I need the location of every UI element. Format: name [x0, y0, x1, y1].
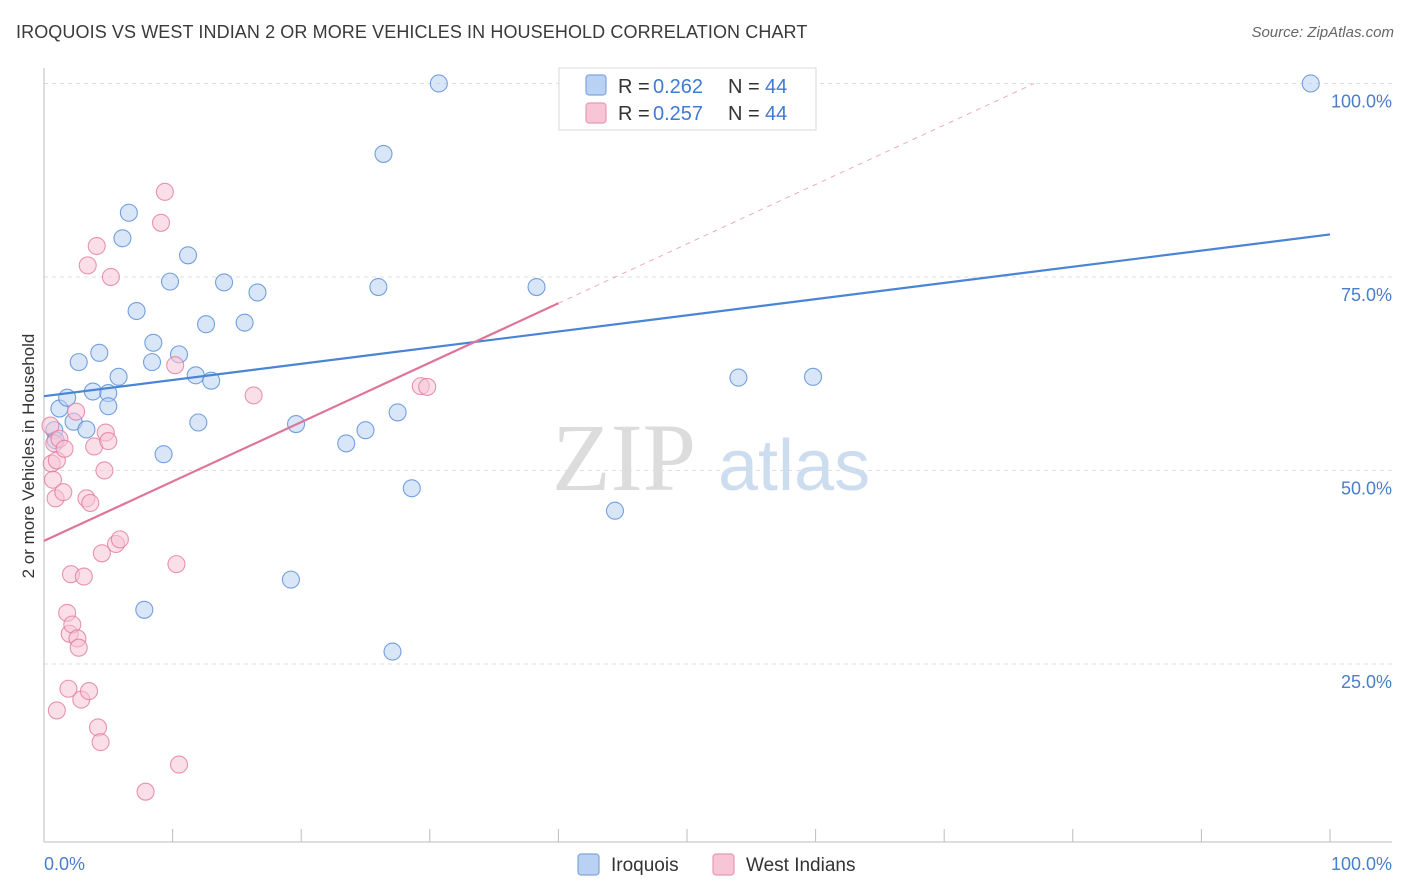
- point-west-indians: [151, 213, 171, 232]
- legend-n-label-iroquois: N =: [728, 76, 760, 98]
- point-west-indians: [244, 386, 263, 405]
- point-iroquois: [605, 501, 625, 520]
- point-iroquois: [154, 445, 173, 464]
- point-west-indians: [136, 782, 155, 801]
- point-west-indians: [67, 402, 86, 421]
- bottom-legend-swatch-west-indians: [712, 853, 735, 876]
- point-west-indians: [47, 701, 66, 720]
- y-tick-labels: 25.0% 50.0% 75.0% 100.0%: [1331, 91, 1392, 692]
- watermark-atlas: atlas: [718, 426, 870, 506]
- point-iroquois: [127, 301, 146, 321]
- point-iroquois: [109, 367, 128, 386]
- point-iroquois: [135, 600, 154, 619]
- point-west-indians: [87, 236, 106, 256]
- point-west-indians: [110, 530, 129, 549]
- point-west-indians: [74, 567, 93, 586]
- legend-swatch-iroquois: [585, 74, 607, 96]
- point-west-indians: [95, 461, 114, 480]
- legend: R = 0.262 N = 44 R = 0.257 N = 44: [558, 67, 817, 131]
- point-west-indians: [79, 682, 99, 701]
- legend-r-label-iroquois: R =: [618, 76, 650, 98]
- point-west-indians: [55, 439, 74, 458]
- point-iroquois: [402, 479, 421, 498]
- point-west-indians: [101, 267, 120, 287]
- point-iroquois: [90, 343, 109, 362]
- y-tick-label: 50.0%: [1341, 478, 1392, 498]
- trend-line-1: [43, 302, 559, 542]
- point-iroquois: [160, 272, 180, 291]
- grid-lines: [44, 82, 1392, 665]
- axes: [43, 68, 1392, 843]
- point-west-indians: [59, 679, 78, 698]
- point-iroquois: [69, 353, 88, 372]
- watermark: ZIP atlas: [552, 404, 870, 511]
- bottom-legend-label-iroquois: Iroquois: [611, 855, 679, 876]
- point-iroquois: [374, 144, 393, 163]
- point-west-indians: [88, 718, 108, 737]
- point-iroquois: [113, 229, 132, 248]
- chart-title: IROQUOIS VS WEST INDIAN 2 OR MORE VEHICL…: [16, 22, 808, 42]
- y-tick-label: 75.0%: [1341, 285, 1392, 305]
- point-iroquois: [119, 203, 138, 222]
- y-tick-label: 25.0%: [1341, 672, 1392, 692]
- point-west-indians: [418, 377, 437, 396]
- x-tick-label-min: 0.0%: [44, 854, 85, 874]
- bottom-legend-label-west-indians: West Indians: [746, 855, 855, 876]
- point-west-indians: [78, 256, 97, 275]
- point-west-indians: [166, 356, 185, 375]
- bottom-legend-swatch-iroquois: [577, 853, 600, 876]
- y-tick-label: 100.0%: [1331, 91, 1392, 111]
- source-credit: Source: ZipAtlas.com: [1251, 24, 1394, 41]
- y-axis-label: 2 or more Vehicles in Household: [19, 334, 38, 579]
- point-iroquois: [729, 368, 748, 387]
- point-iroquois: [527, 277, 546, 297]
- watermark-zip: ZIP: [552, 404, 696, 511]
- legend-n-label-west-indians: N =: [728, 103, 760, 125]
- point-west-indians: [43, 470, 63, 489]
- point-iroquois: [383, 642, 402, 661]
- legend-r-value-west-indians: 0.257: [653, 103, 703, 125]
- point-iroquois: [196, 315, 216, 334]
- point-west-indians: [155, 182, 174, 201]
- point-iroquois: [235, 313, 254, 332]
- point-iroquois: [803, 367, 823, 386]
- trend-line-0: [43, 233, 1331, 398]
- point-iroquois: [356, 421, 375, 440]
- legend-n-value-iroquois: 44: [765, 76, 787, 98]
- point-west-indians: [81, 493, 100, 513]
- point-west-indians: [54, 483, 73, 502]
- point-iroquois: [1301, 74, 1320, 93]
- legend-r-value-iroquois: 0.262: [653, 76, 703, 98]
- bottom-legend: Iroquois West Indians: [577, 853, 855, 876]
- point-iroquois: [369, 277, 388, 297]
- point-west-indians: [91, 733, 110, 752]
- point-iroquois: [189, 413, 208, 432]
- point-iroquois: [142, 353, 162, 372]
- point-iroquois: [144, 333, 163, 352]
- point-west-indians: [92, 544, 111, 563]
- point-iroquois: [388, 403, 407, 422]
- point-iroquois: [281, 570, 300, 589]
- legend-r-label-west-indians: R =: [618, 103, 650, 125]
- point-iroquois: [77, 420, 96, 439]
- legend-swatch-west-indians: [585, 102, 607, 124]
- point-west-indians: [169, 755, 189, 774]
- point-iroquois: [214, 273, 234, 292]
- legend-n-value-west-indians: 44: [765, 103, 787, 125]
- point-west-indians: [41, 416, 60, 435]
- x-tick-label-max: 100.0%: [1331, 854, 1392, 874]
- data-points: [41, 74, 1331, 801]
- trend-extension-1: [558, 83, 1035, 304]
- point-west-indians: [99, 432, 118, 451]
- point-west-indians: [69, 638, 88, 657]
- point-iroquois: [248, 283, 267, 302]
- point-iroquois: [429, 74, 448, 93]
- point-west-indians: [167, 555, 186, 574]
- point-iroquois: [178, 246, 198, 265]
- trend-lines: [558, 83, 1035, 304]
- point-iroquois: [99, 397, 118, 416]
- x-ticks: [172, 829, 1331, 842]
- point-iroquois: [337, 434, 356, 453]
